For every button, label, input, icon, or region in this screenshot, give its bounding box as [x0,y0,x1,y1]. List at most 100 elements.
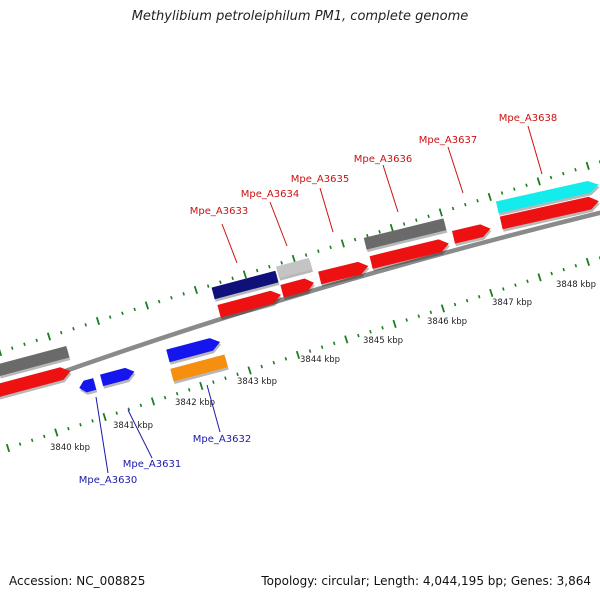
outer-tick-mark [402,222,406,226]
outer-tick-mark [170,295,173,300]
inner-tick-mark [357,333,360,338]
outer-tick-mark [415,218,418,222]
outer-tick-mark [525,183,528,188]
outer-tick-mark [95,316,101,326]
forward-gene-label[interactable]: Mpe_A3633 [190,206,248,217]
outer-tick-mark [500,191,504,195]
outer-tick-mark [366,233,369,238]
outer-tick-mark [23,342,26,347]
forward-callout-line [382,164,399,213]
outer-tick-mark [35,338,38,343]
forward-gene-label[interactable]: Mpe_A3635 [291,174,349,185]
inner-tick-mark [320,345,324,349]
inner-tick-mark [260,364,263,369]
inner-tick-mark [224,376,227,380]
reverse-gene-label[interactable]: Mpe_A3632 [193,434,251,445]
scale-tick-label: 3844 kbp [300,355,340,365]
outer-tick-mark [10,346,14,350]
inner-tick-mark [79,422,82,427]
gene-mpe-a3634-red-feature[interactable] [280,278,314,298]
outer-tick-mark [108,315,112,319]
outer-tick-mark [0,349,3,357]
inner-tick-mark [236,372,239,377]
outer-tick-mark [72,326,75,331]
forward-gene-label[interactable]: Mpe_A3638 [499,113,557,124]
inner-tick-mark [163,395,167,400]
scale-tick-label: 3847 kbp [492,298,532,308]
inner-tick-mark [514,283,517,287]
outer-tick-mark [562,171,565,176]
outer-tick-mark [231,276,234,281]
gene-mpe-a3636-red-feature[interactable] [369,239,449,269]
scale-tick-label: 3842 kbp [175,398,215,408]
outer-tick-mark [574,167,577,172]
outer-tick-mark [157,299,161,304]
gene-mpe-a3634-feature[interactable] [276,257,312,279]
outer-tick-mark [182,292,185,296]
inner-tick-mark [284,357,288,361]
forward-callout-line [319,187,334,233]
gene-features [0,180,600,400]
forward-gene-label[interactable]: Mpe_A3637 [419,135,477,146]
inner-tick-mark [175,391,179,396]
inner-tick-mark [502,287,505,291]
gene-mpe-a3637-feature[interactable] [452,224,491,244]
outer-tick-mark [389,223,394,233]
gene-gray-left-feature[interactable] [0,345,70,376]
outer-tick-mark [317,249,320,253]
gene-mpe-a3633-red-feature[interactable] [217,290,281,318]
inner-tick-mark [54,428,59,437]
gene-callouts: Mpe_A3633 Mpe_A3634 Mpe_A3635 Mpe_A3636 Mpe_… [79,113,557,486]
inner-tick-mark [127,407,131,411]
inner-tick-mark [139,403,143,408]
map-title: Methylibium petroleiphilum PM1, complete… [131,9,469,24]
outer-tick-mark [255,268,259,273]
outer-tick-mark [513,187,516,191]
inner-tick-mark [537,273,542,282]
gene-mpe-a3632-feature[interactable] [170,354,228,382]
gene-mpe-a3635-feature[interactable] [318,261,369,285]
scale-tick-label: 3848 kbp [556,280,596,290]
inner-tick-mark [30,438,34,443]
outer-tick-mark [121,311,124,315]
scale-tick-label: 3840 kbp [50,443,90,453]
inner-tick-mark [5,443,11,453]
gene-mpe-a3633-feature[interactable] [211,270,279,300]
inner-tick-mark [405,318,408,322]
inner-tick-mark [102,412,107,422]
inner-tick-mark [332,341,336,346]
gene-mpe-a3631-feature[interactable] [100,367,135,387]
outer-tick-mark [133,307,136,312]
forward-gene-label[interactable]: Mpe_A3634 [241,189,299,200]
inner-tick-mark [465,298,469,303]
outer-tick-mark [219,280,222,284]
gene-mpe-a3638-red-feature[interactable] [499,196,599,230]
reverse-gene-label[interactable]: Mpe_A3631 [123,459,181,470]
outer-tick-mark [536,177,541,186]
inner-tick-mark [212,380,215,384]
inner-tick-mark [187,388,191,392]
inner-tick-mark [115,411,118,415]
gene-mpe-a3636-feature[interactable] [363,218,447,250]
gene-blue-reverse-feature[interactable] [166,338,221,363]
gene-mpe-a3630-feature[interactable] [79,378,97,393]
inner-tick-mark [574,263,578,268]
inner-tick-mark [381,326,384,330]
inner-tick-mark [67,426,70,431]
inner-tick-mark [18,442,22,446]
inner-tick-mark [272,360,276,365]
forward-gene-label[interactable]: Mpe_A3636 [354,154,412,165]
inner-tick-mark [91,419,94,423]
outer-tick-mark [451,206,455,211]
outer-tick-mark [487,192,492,201]
gene-mpe-a3638-feature[interactable] [495,180,599,214]
inner-tick-mark [429,310,433,315]
outer-tick-mark [585,161,590,170]
reverse-gene-label[interactable]: Mpe_A3630 [79,475,137,486]
inner-tick-mark [42,434,46,439]
reverse-callout-line [95,396,109,474]
reverse-callout-line [206,384,221,433]
gene-red-left-feature[interactable] [0,367,71,399]
accession-text: Accession: NC_008825 [9,574,146,588]
